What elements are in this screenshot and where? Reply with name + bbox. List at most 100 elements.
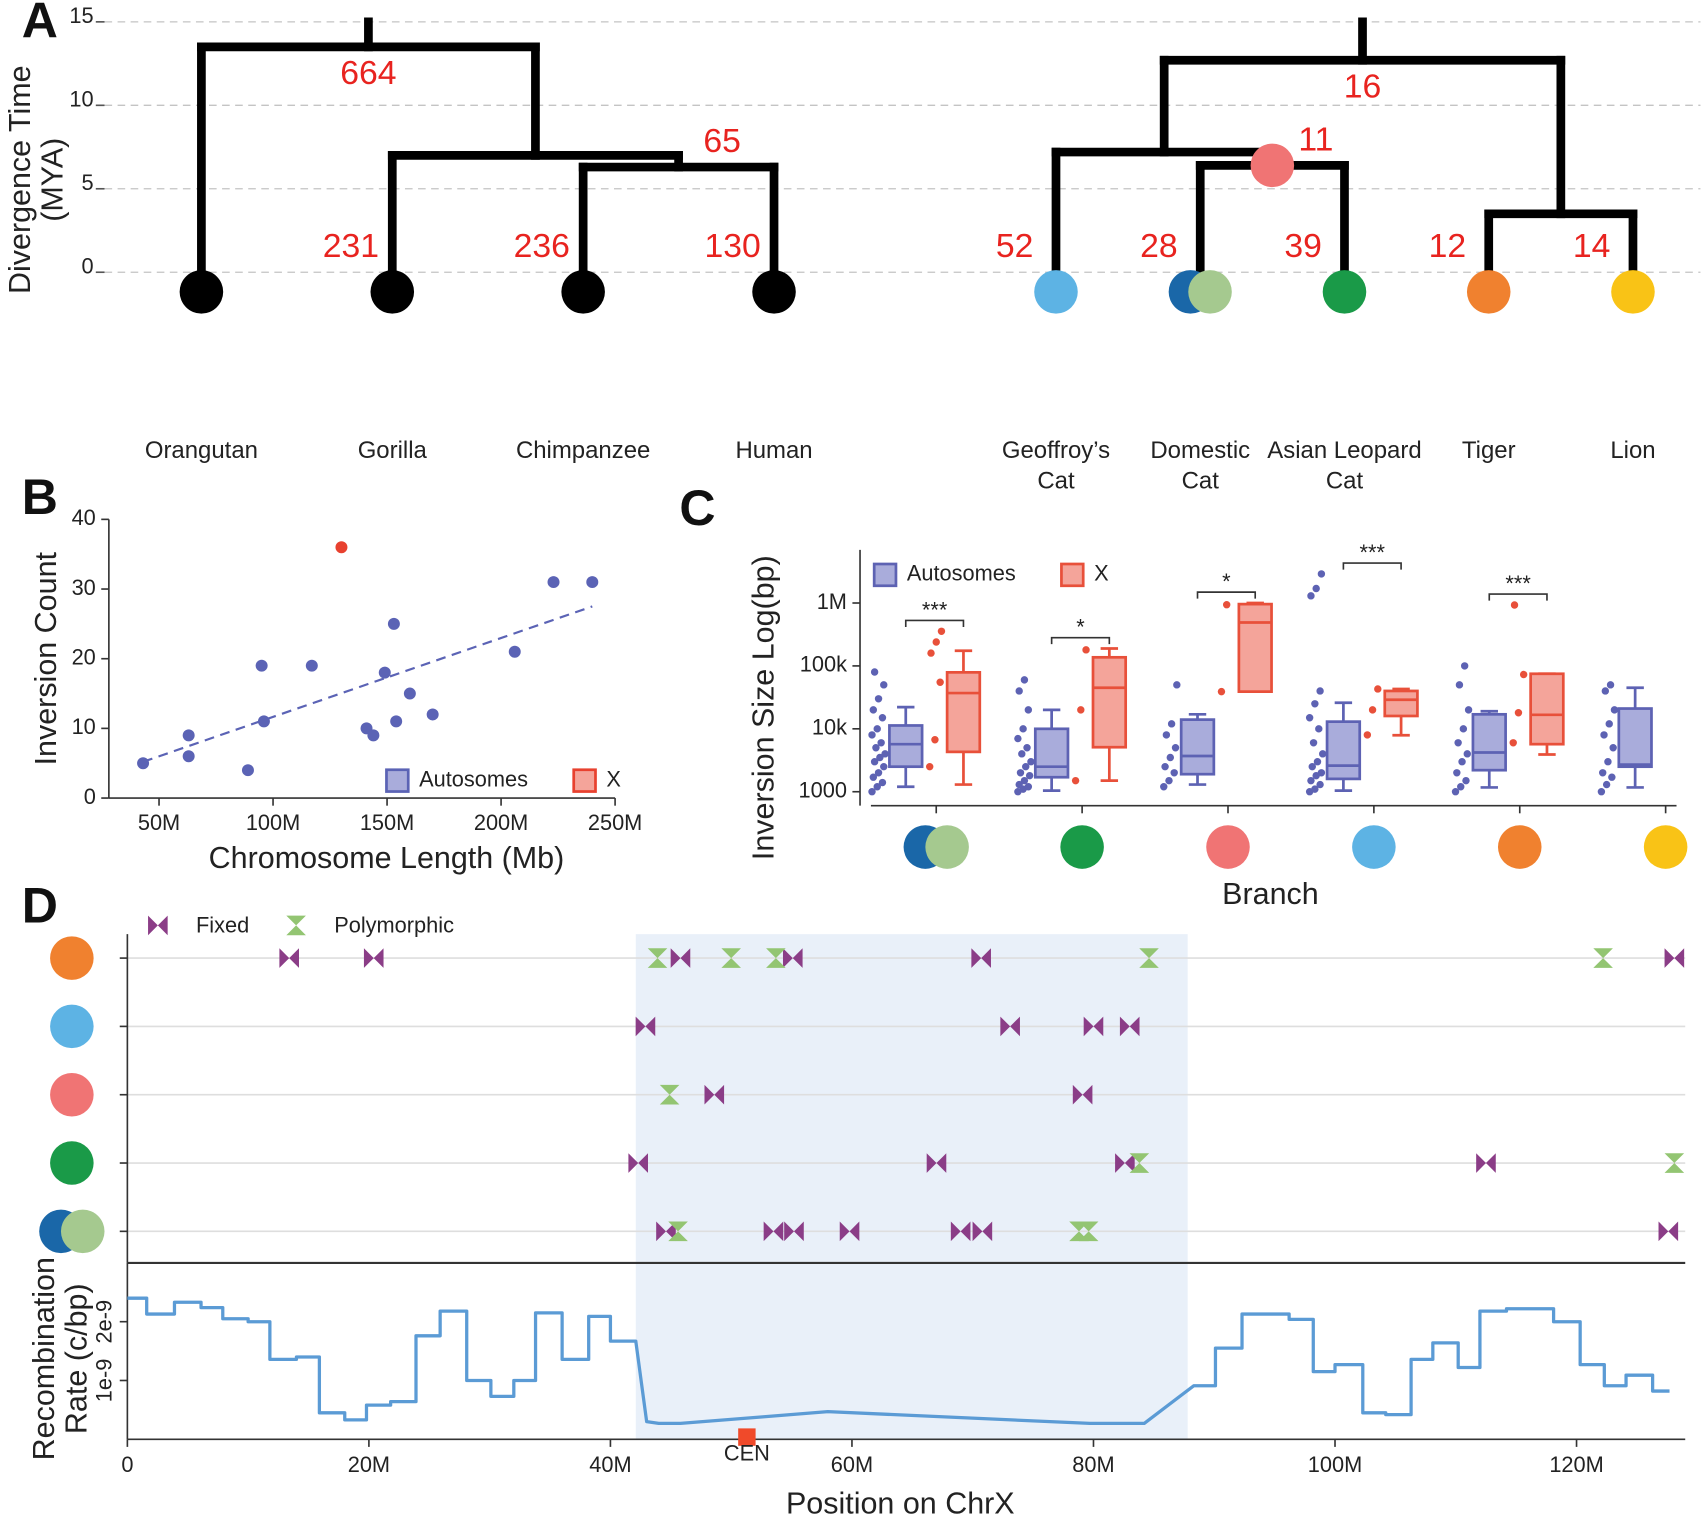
- point: [873, 783, 881, 791]
- point: [874, 769, 883, 777]
- box: [1529, 672, 1565, 746]
- event-marker: [1658, 1221, 1679, 1242]
- point: [241, 764, 254, 777]
- row-icon: [50, 1004, 94, 1049]
- point: [1462, 776, 1470, 785]
- box: [888, 724, 924, 769]
- point: [1609, 744, 1617, 752]
- point: [932, 638, 940, 646]
- point: [1015, 780, 1023, 789]
- leaf-node: [752, 270, 796, 314]
- box: [1617, 707, 1653, 769]
- event-marker: [1593, 948, 1613, 968]
- point: [1311, 785, 1319, 793]
- event-marker: [279, 948, 299, 968]
- box: [1179, 718, 1216, 776]
- point: [1312, 584, 1320, 593]
- significance-label: ***: [1360, 540, 1386, 565]
- point: [1368, 706, 1377, 714]
- x-tick-label: 250M: [588, 810, 642, 835]
- event-marker: [972, 1221, 993, 1242]
- y-tick-label: 1000: [799, 777, 847, 802]
- x-tick-label: 60M: [831, 1452, 873, 1477]
- leaf-node: [1034, 270, 1078, 314]
- point: [508, 645, 521, 658]
- point: [1464, 706, 1473, 714]
- point: [1311, 700, 1319, 708]
- point: [1165, 776, 1173, 785]
- row-icon: [50, 1141, 94, 1185]
- y-tick-label: 100k: [800, 652, 847, 677]
- leaf-node: [1466, 270, 1511, 314]
- point: [1610, 706, 1619, 714]
- point: [1308, 762, 1316, 771]
- y-tick-label: 10: [72, 714, 96, 739]
- point: [936, 678, 944, 686]
- leaf-node: [1322, 270, 1367, 314]
- y-tick-label: 5: [82, 170, 94, 195]
- point: [878, 778, 887, 787]
- event-marker: [784, 1221, 804, 1242]
- point: [1020, 676, 1029, 684]
- legend-swatch: [872, 562, 898, 588]
- x-tick-label: 100M: [1308, 1452, 1362, 1477]
- branch-count: 130: [705, 227, 761, 265]
- point: [1023, 744, 1031, 752]
- point: [1024, 706, 1033, 714]
- point: [1016, 769, 1025, 777]
- significance-bracket: [1342, 562, 1402, 570]
- highlight-region: [635, 934, 1188, 1440]
- point: [1307, 776, 1315, 785]
- event-marker: [670, 948, 691, 968]
- significance-bracket: [904, 619, 965, 627]
- y-tick-label: 30: [72, 575, 96, 600]
- event-marker: [628, 1153, 649, 1173]
- branch-count: 236: [514, 227, 570, 265]
- fit-line: [142, 605, 593, 763]
- branch-count: 14: [1573, 227, 1611, 265]
- panel-label: A: [22, 0, 58, 48]
- legend-marker: [286, 915, 306, 936]
- point: [1024, 783, 1033, 791]
- point: [1510, 601, 1519, 609]
- point: [1014, 734, 1022, 743]
- x-tick-label: 150M: [360, 810, 414, 835]
- point: [378, 666, 391, 679]
- y-tick-label: 10k: [812, 715, 847, 740]
- point: [547, 576, 560, 589]
- branch-count: 664: [340, 54, 396, 92]
- point: [1071, 776, 1080, 785]
- point: [1453, 769, 1461, 777]
- leaf-node: [370, 270, 415, 314]
- point: [1025, 771, 1034, 780]
- tree-nodes: [179, 143, 1655, 314]
- legend-label: Polymorphic: [334, 912, 454, 937]
- y-tick-label: 1M: [817, 589, 847, 614]
- event-marker: [971, 948, 991, 968]
- point: [1317, 769, 1326, 777]
- branch-count: 11: [1298, 120, 1333, 158]
- point: [1514, 709, 1523, 717]
- leaf-name: Domestic: [1150, 437, 1250, 464]
- point: [390, 715, 403, 728]
- y-axis-label: (MYA): [35, 138, 69, 222]
- x-axis-label: Branch: [1222, 877, 1319, 911]
- point: [1020, 776, 1029, 785]
- branch-count: 39: [1284, 227, 1322, 265]
- point: [403, 687, 416, 700]
- significance-bracket: [1488, 593, 1548, 601]
- point: [255, 659, 268, 672]
- legend-label: X: [1094, 561, 1109, 586]
- x-tick-label: 200M: [474, 810, 528, 835]
- centromere: [738, 1428, 756, 1446]
- point: [1166, 753, 1174, 762]
- point: [870, 758, 879, 766]
- significance-label: ***: [1505, 571, 1531, 596]
- point: [926, 762, 934, 771]
- point: [1217, 687, 1226, 696]
- legend-label: Fixed: [196, 912, 249, 937]
- category-icon: [925, 825, 969, 869]
- y-axis-label: Inversion Count: [29, 551, 63, 765]
- point: [1160, 783, 1168, 791]
